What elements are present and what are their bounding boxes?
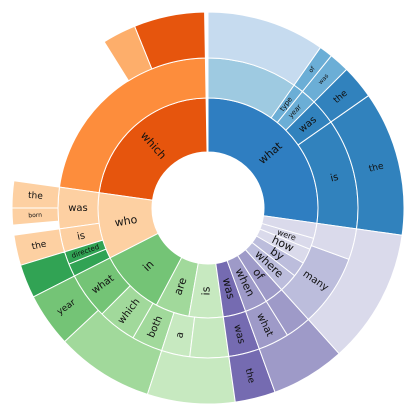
ring2-segment-the: [13, 228, 66, 266]
ring2-segment-the: [313, 68, 370, 123]
ring2-segment-unlabeled-16: [307, 228, 403, 355]
segments-layer: [11, 11, 405, 405]
ring2-segment-was: [301, 54, 348, 103]
ring2-segment-unlabeled-12: [63, 309, 163, 396]
ring2-segment-the: [228, 348, 276, 403]
ring1-segment-unlabeled-14: [189, 316, 230, 359]
ring2-segment-unlabeled-10: [19, 251, 76, 298]
ring2-segment-the: [11, 180, 61, 209]
ring2-segment-unlabeled-4: [207, 11, 322, 86]
ring2-segment-unlabeled-13: [146, 350, 236, 405]
ring1-segment-was: [57, 186, 100, 230]
ring2-segment-of: [293, 46, 333, 93]
ring2-segment-born: [11, 207, 60, 226]
ring2-segment-unlabeled-5: [133, 11, 206, 70]
ring2-segment-unlabeled-6: [103, 25, 153, 82]
ring2-segment-unlabeled-15: [258, 318, 340, 393]
